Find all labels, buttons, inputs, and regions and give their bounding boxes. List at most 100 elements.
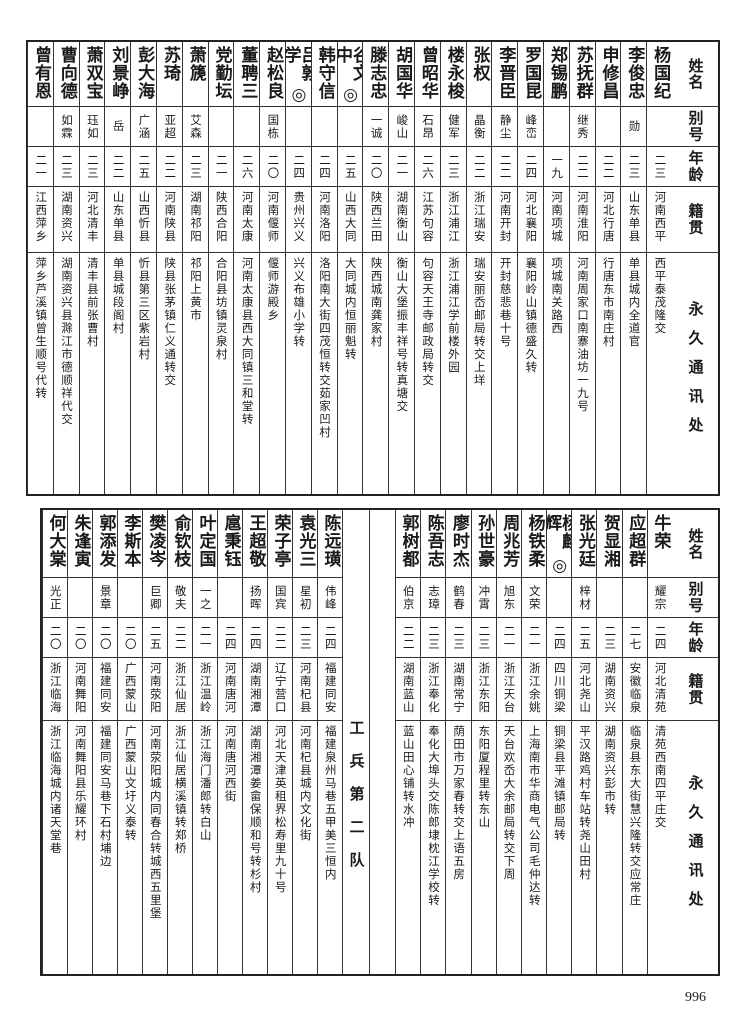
name-text: 滕志忠	[366, 46, 387, 100]
person-column: 党勤坛 二一 陕西合阳 合阳县坊镇灵泉村	[207, 42, 234, 494]
native-text: 湖南资兴	[603, 662, 618, 714]
cell-alias	[217, 578, 242, 618]
age-text: 二四	[292, 153, 307, 180]
native-text: 浙江温岭	[198, 662, 213, 714]
address-text: 临泉县东大街慧兴隆转交应常庄	[628, 725, 643, 907]
name-text: 赵松良	[263, 46, 284, 100]
page-number: 996	[685, 990, 706, 1005]
cell-age: 二二	[157, 147, 182, 187]
cell-native: 河南偃师	[260, 187, 286, 253]
alias-text: 广涵	[137, 113, 152, 140]
cell-age: 二五	[142, 618, 167, 658]
cell-name: 郭添发	[92, 510, 117, 578]
age-text: 二三	[426, 624, 441, 651]
native-text: 河南荥阳	[148, 662, 163, 714]
cell-address: 河南唐河西街	[218, 721, 242, 974]
alias-text: 光正	[48, 584, 63, 611]
age-text: 二〇	[369, 153, 384, 180]
cell-age: 二一	[389, 147, 415, 187]
address-text: 忻县第三区紫岩村	[137, 257, 152, 361]
native-text: 河北襄阳	[524, 191, 539, 243]
cell-age: 二三	[53, 147, 79, 187]
native-text: 浙江余姚	[527, 662, 542, 714]
cell-name: 滕志忠	[363, 42, 389, 107]
person-column: 张光廷 梓材 二五 河北尧山 平汉路鸡村车站转尧山田村	[571, 510, 597, 974]
address-text: 行唐东市南庄村	[601, 257, 616, 348]
age-text: 一九	[550, 153, 565, 180]
cell-name: 应超群	[622, 510, 647, 578]
age-text: 二三	[60, 153, 75, 180]
age-text: 二三	[85, 153, 100, 180]
name-text: 萧篪	[185, 46, 206, 82]
address-text: 瑞安丽岙邮局转交上垟	[472, 257, 487, 387]
cell-address: 项城南关路西	[544, 253, 569, 494]
cell-alias: 亚超	[157, 107, 182, 147]
cell-alias: 珏如	[79, 107, 105, 147]
address-text: 大同城内恒丽魁转	[343, 257, 358, 361]
age-text: 二二	[575, 153, 590, 180]
cell-native: 浙江仙居	[167, 658, 192, 721]
address-text: 河南太康县西大同镇三和堂转	[240, 257, 255, 426]
cell-age: 二三	[182, 147, 208, 187]
cell-age: 二三	[597, 618, 622, 658]
native-text: 河南淮阳	[575, 191, 590, 243]
age-text: 二〇	[123, 624, 138, 651]
header-label: 籍贯	[686, 672, 705, 706]
native-text: 山西大同	[343, 191, 358, 243]
cell-name: 郭树都	[395, 510, 421, 578]
cell-name: 廖时杰	[446, 510, 471, 578]
cell-native: 山东单县	[621, 187, 647, 253]
header-column: 姓名 别号 年龄 籍贯 永久通讯处	[672, 42, 718, 494]
person-column: 苏抚群 继秀 二二 河南淮阳 河南周家口南寨油坊一九号	[568, 42, 595, 494]
address-text: 陕西城南龚家村	[369, 257, 384, 348]
name-text: 刘景峥	[108, 46, 129, 100]
name-text: 郑锡鹏	[546, 46, 567, 100]
name-text: 董聘三	[237, 46, 258, 100]
cell-name: 苏抚群	[569, 42, 595, 107]
person-column: 贺显湘 二三 湖南资兴 湖南资兴彭市转	[596, 510, 622, 974]
native-text: 福建同安	[323, 662, 338, 714]
header-label: 姓名	[686, 527, 705, 560]
age-text: 二三	[653, 153, 668, 180]
cell-address: 奉化大埠头交陈郎埭枕江学校转	[421, 721, 445, 974]
cell-name: 陈远璜	[317, 510, 342, 578]
age-text: 二〇	[98, 624, 113, 651]
age-text: 二一	[527, 624, 542, 651]
cell-age: 二二	[395, 618, 421, 658]
cell-address: 瑞安丽岙邮局转交上垟	[467, 253, 492, 494]
cell-age: 二二	[167, 618, 192, 658]
address-text: 清苑西南四平庄交	[653, 725, 668, 829]
cell-native: 湖南衡山	[389, 187, 415, 253]
alias-text: 景章	[98, 584, 113, 611]
header-native: 籍贯	[672, 658, 718, 721]
cell-address: 上海南市华商电气公司毛仲达转	[522, 721, 546, 974]
native-text: 安徽临泉	[628, 662, 643, 714]
cell-alias: 光正	[42, 578, 67, 618]
header-label: 姓名	[686, 58, 705, 90]
address-text: 偃师游殿乡	[266, 257, 281, 322]
native-text: 河南偃师	[266, 191, 281, 243]
person-column: 萧篪 艾森 二三 湖南祁阳 祁阳上黄市	[181, 42, 208, 494]
cell-name: 张权	[466, 42, 492, 107]
header-label: 永久通讯处	[686, 775, 705, 920]
age-text: 二一	[395, 153, 410, 180]
header-name: 姓名	[672, 510, 718, 578]
cell-age: 二〇	[67, 618, 92, 658]
alias-text: 亚超	[163, 113, 178, 140]
cell-age: 二六	[415, 147, 440, 187]
cell-name: 董聘三	[234, 42, 260, 107]
name-text: 张光廷	[574, 514, 595, 568]
cell-address: 荫田市万家春转交上语五房	[446, 721, 470, 974]
age-text: 二二	[273, 624, 288, 651]
native-text: 四川铜梁	[552, 662, 567, 714]
cell-address: 单县城段阁村	[105, 253, 130, 494]
name-text: 张权	[469, 46, 490, 82]
address-text: 河南唐河西街	[223, 725, 238, 803]
native-text: 湖南蓝山	[401, 662, 416, 714]
alias-text: 敬夫	[173, 584, 188, 611]
cell-name: 王超敬	[242, 510, 267, 578]
cell-alias	[544, 107, 569, 147]
address-text: 陕县张茅镇仁义通转交	[163, 257, 178, 387]
native-text: 山东单县	[111, 191, 126, 243]
cell-address: 福建泉州马巷五甲美三恒内	[318, 721, 342, 974]
